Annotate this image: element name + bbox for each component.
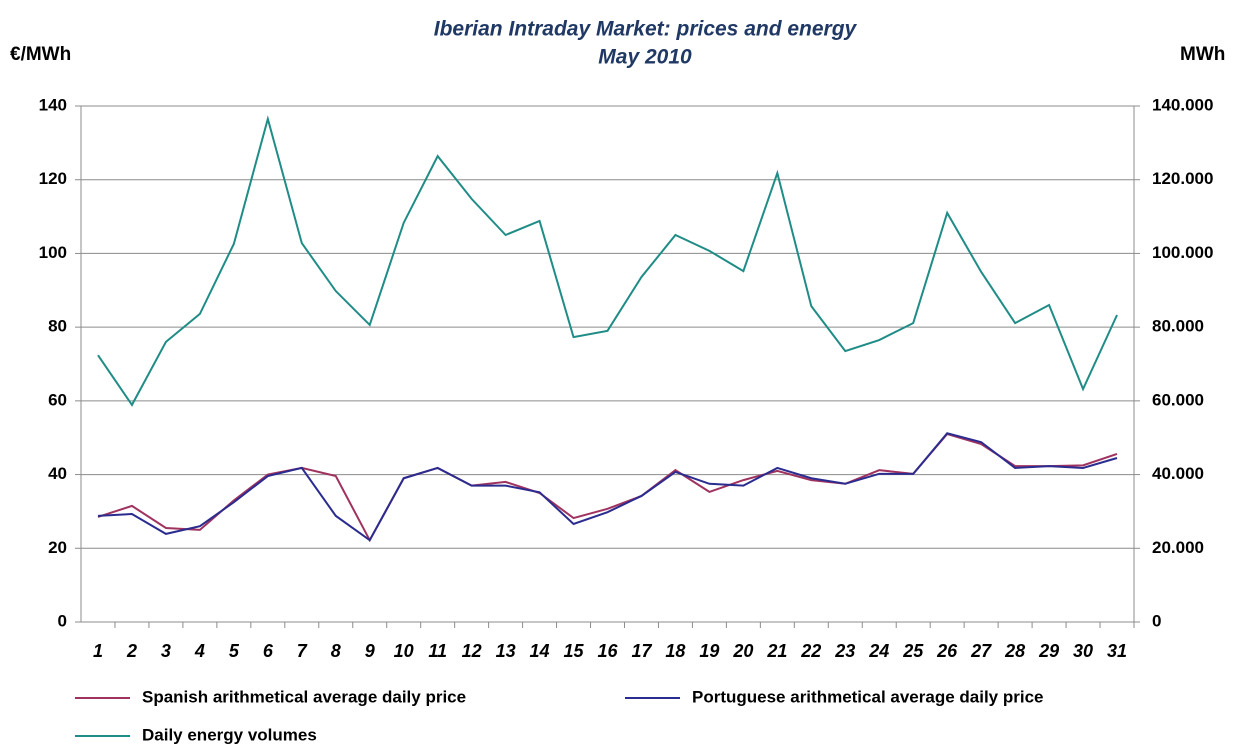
legend-label: Spanish arithmetical average daily price <box>142 687 466 706</box>
y-tick-label: 80 <box>48 317 67 336</box>
x-tick-label: 23 <box>834 641 855 661</box>
x-tick-label: 31 <box>1107 641 1127 661</box>
legend-label: Daily energy volumes <box>142 725 317 744</box>
x-tick-label: 18 <box>665 641 685 661</box>
y-axis-label: €/MWh <box>10 44 71 65</box>
y2-tick-label: 40.000 <box>1152 464 1204 483</box>
y2-tick-label: 60.000 <box>1152 390 1204 409</box>
x-tick-label: 20 <box>732 641 753 661</box>
x-tick-label: 16 <box>597 641 618 661</box>
x-tick-label: 15 <box>564 641 585 661</box>
x-tick-label: 10 <box>394 641 414 661</box>
x-tick-label: 7 <box>297 641 308 661</box>
y2-tick-label: 20.000 <box>1152 538 1204 557</box>
x-tick-label: 24 <box>868 641 889 661</box>
x-tick-label: 5 <box>229 641 240 661</box>
x-tick-label: 17 <box>631 641 652 661</box>
x-tick-label: 2 <box>126 641 137 661</box>
x-tick-label: 4 <box>194 641 205 661</box>
x-tick-label: 1 <box>93 641 103 661</box>
data-line <box>97 115 1118 407</box>
y-tick-label: 0 <box>58 611 67 630</box>
y2-tick-label: 80.000 <box>1152 317 1204 336</box>
x-tick-label: 22 <box>800 641 821 661</box>
y2-axis-label: MWh <box>1180 44 1225 65</box>
y2-tick-label: 140.000 <box>1152 95 1213 114</box>
y2-tick-label: 100.000 <box>1152 243 1213 262</box>
chart-title: Iberian Intraday Market: prices and ener… <box>434 18 858 41</box>
x-tick-label: 11 <box>428 641 447 661</box>
data-line <box>97 432 1118 542</box>
y2-tick-label: 120.000 <box>1152 169 1213 188</box>
legend-label: Portuguese arithmetical average daily pr… <box>692 687 1043 706</box>
x-tick-label: 6 <box>263 641 274 661</box>
x-tick-label: 8 <box>331 641 341 661</box>
data-line <box>97 432 1118 543</box>
x-tick-label: 19 <box>699 641 719 661</box>
x-tick-label: 29 <box>1038 641 1059 661</box>
x-tick-label: 14 <box>530 641 550 661</box>
y-tick-label: 40 <box>48 464 67 483</box>
y2-tick-label: 0 <box>1152 611 1161 630</box>
x-tick-label: 13 <box>496 641 516 661</box>
y-tick-label: 140 <box>39 95 67 114</box>
y-tick-label: 120 <box>39 169 67 188</box>
y-tick-label: 20 <box>48 538 67 557</box>
x-tick-label: 3 <box>161 641 171 661</box>
x-tick-label: 12 <box>462 641 482 661</box>
x-tick-label: 21 <box>766 641 787 661</box>
x-tick-label: 28 <box>1004 641 1025 661</box>
chart-subtitle: May 2010 <box>598 46 692 69</box>
x-tick-label: 27 <box>970 641 992 661</box>
x-tick-label: 25 <box>902 641 924 661</box>
x-tick-label: 9 <box>365 641 375 661</box>
x-tick-label: 30 <box>1073 641 1093 661</box>
y-tick-label: 100 <box>39 243 67 262</box>
y-tick-label: 60 <box>48 390 67 409</box>
x-tick-label: 26 <box>936 641 958 661</box>
